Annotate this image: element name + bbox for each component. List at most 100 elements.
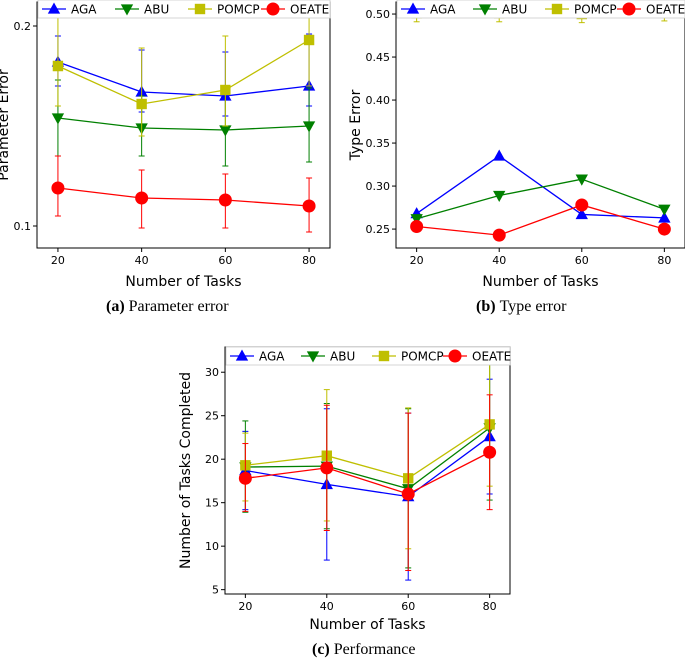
x-tick-label: 20 [238,600,252,613]
x-tick-label: 80 [657,254,671,267]
x-tick-label: 80 [483,600,497,613]
legend-box [225,346,511,366]
series-line-oeate [416,204,665,236]
y-tick-label: 0.25 [366,223,391,236]
series-line-oeate [57,187,310,207]
series-line-aga [57,61,310,97]
y-tick-label: 0.50 [366,8,391,21]
legend-box [396,0,685,19]
x-tick-label: 60 [218,254,232,267]
x-axis-label: Number of Tasks [309,617,425,633]
data-point-abu [51,113,65,125]
legend-marker-oeate [448,349,462,363]
data-point-oeate [401,487,415,501]
legend: AGA ABU POMCP OEATE [37,0,331,19]
series-line-abu [57,117,310,131]
series-layer [410,3,671,242]
legend-box [37,0,331,19]
caption-c: (c) Performance [312,641,416,658]
series-line-aga [245,436,491,498]
data-point-pomcp [303,34,315,46]
series-layer [238,354,497,581]
legend: AGA ABU POMCP OEATE [396,0,685,19]
plot-frame [395,1,685,249]
y-axis-label: Parameter Error [0,69,12,181]
plot-frame [224,346,511,595]
legend-label-oeate: OEATE [646,3,685,17]
y-axis-label: Number of Tasks Completed [178,372,194,569]
x-tick-label: 60 [401,600,415,613]
x-tick-label: 20 [410,254,424,267]
data-point-abu [302,121,316,133]
series-line-pomcp [245,423,491,480]
y-tick-label: 0.2 [14,20,32,33]
plot-frame [36,1,331,249]
x-axis-label: Number of Tasks [125,274,241,290]
y-axis-label: Type Error [348,89,364,161]
legend-marker-pomcp [378,350,390,362]
legend-marker-oeate [622,2,636,16]
x-tick-label: 40 [492,254,506,267]
series-line-aga [416,155,665,219]
y-tick-label: 20 [205,453,219,466]
legend-label-aga: AGA [259,350,285,364]
data-point-oeate [135,191,149,205]
legend-label-aga: AGA [430,3,456,17]
legend-label-pomcp: POMCP [217,3,260,17]
data-point-pomcp [220,84,231,96]
y-tick-label: 15 [205,497,219,510]
data-point-oeate [218,193,232,207]
data-point-pomcp [52,60,64,72]
chart-panel-c: 20 40 60 80 5 10 15 20 25 30 Number of Tasks Number… [178,346,511,633]
data-point-oeate [302,199,316,213]
legend-marker-abu [478,4,492,16]
y-tick-label: 0.40 [366,94,391,107]
legend-marker-aga [47,2,61,14]
data-point-oeate [51,181,65,195]
data-point-oeate [492,228,506,242]
chart-panel-b: 20 40 60 80 0.25 0.30 0.35 0.40 0.45 0.50 Number o… [348,0,685,290]
data-point-oeate [575,198,589,212]
data-point-abu [410,214,423,226]
series-line-oeate [245,451,490,495]
data-point-oeate [320,461,334,475]
legend-marker-pomcp [194,3,206,15]
series-layer [51,2,316,233]
y-tick-label: 0.35 [366,137,391,150]
legend-label-abu: ABU [144,3,169,17]
legend-marker-aga [235,349,249,361]
series-line-abu [416,178,665,220]
x-tick-label: 60 [575,254,589,267]
data-point-oeate [238,471,252,485]
y-tick-label: 0.30 [366,180,391,193]
caption-a: (a) Parameter error [106,298,229,315]
data-point-aga [575,207,588,220]
data-point-abu [658,204,671,216]
series-line-abu [245,427,491,490]
data-point-pomcp [136,98,147,110]
series-line-pomcp [57,39,310,105]
data-point-aga [658,211,671,223]
legend-label-aga: AGA [71,3,97,17]
legend-label-abu: ABU [502,3,527,17]
y-tick-label: 30 [205,366,219,379]
y-tick-label: 5 [212,584,219,597]
legend-marker-oeate [266,2,280,16]
data-point-oeate [410,219,424,234]
x-tick-label: 80 [302,254,316,267]
data-point-oeate [657,222,671,236]
x-axis-label: Number of Tasks [482,274,598,290]
legend-label-oeate: OEATE [472,350,511,364]
y-tick-label: 25 [205,410,219,423]
data-point-aga [493,149,506,161]
legend-label-oeate: OEATE [290,3,329,17]
legend-label-pomcp: POMCP [574,3,617,17]
legend-marker-abu [120,4,134,16]
legend: AGA ABU POMCP OEATE [225,346,511,366]
legend-label-pomcp: POMCP [401,350,444,364]
data-point-oeate [483,445,497,459]
chart-panel-a: 20 40 60 80 0.1 0.2 Number of Tasks Parameter E… [0,0,331,290]
x-tick-label: 40 [320,600,334,613]
y-tick-label: 0.45 [366,51,391,64]
